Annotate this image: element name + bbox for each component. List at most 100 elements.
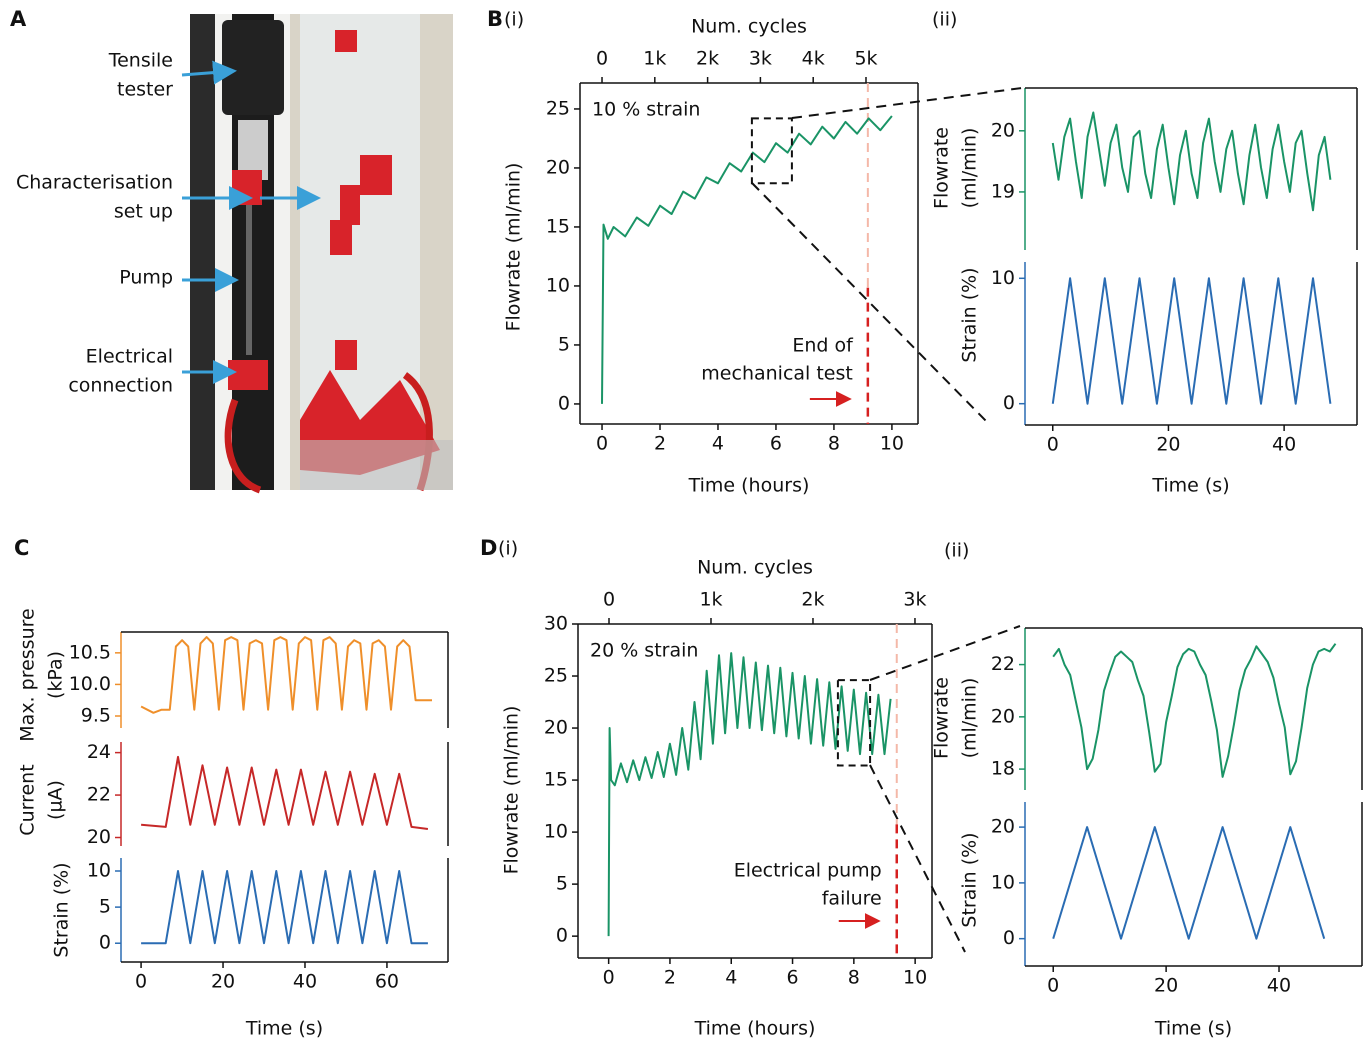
x2-tick-label: 1k [643, 48, 666, 70]
y-tick-label: 22 [87, 784, 111, 806]
x-axis-label: Time (s) [1151, 475, 1229, 497]
panel-label: B [487, 7, 503, 31]
x2-tick-label: 3k [749, 48, 772, 70]
y-tick-label: 15 [544, 769, 568, 791]
x-axis-label: Time (hours) [688, 475, 810, 497]
x-tick-label: 10 [880, 433, 904, 455]
annotation: 20 % strain [590, 640, 698, 662]
y-tick-label: 10 [87, 860, 111, 882]
x-tick-label: 8 [828, 433, 840, 455]
x-tick-label: 0 [135, 971, 147, 993]
x2-tick-label: 5k [854, 48, 877, 70]
x-tick-label: 0 [603, 967, 615, 989]
y-tick-label: 10 [991, 871, 1015, 893]
x-tick-label: 10 [903, 967, 927, 989]
panel-label: A [10, 7, 27, 31]
x2-tick-label: 1k [699, 589, 722, 611]
y-axis-label: Strain (%) [959, 832, 981, 927]
annotation: failure [822, 888, 882, 910]
x-tick-label: 40 [293, 971, 317, 993]
x-tick-label: 6 [786, 967, 798, 989]
y-tick-label: 0 [99, 932, 111, 954]
data-line [601, 115, 893, 404]
photo-label: set up [114, 201, 173, 223]
x-tick-label: 20 [1154, 975, 1178, 997]
data-line [140, 636, 432, 714]
y-axis-label: Flowrate [931, 677, 953, 759]
x2-tick-label: 4k [802, 48, 825, 70]
data-line [1052, 826, 1326, 940]
y-tick-label: 18 [991, 758, 1015, 780]
zoom-connector [751, 87, 1023, 953]
x-axis-label: Time (s) [1154, 1018, 1232, 1040]
y-axis-label: Flowrate (ml/min) [501, 706, 523, 875]
y-tick-label: 10.0 [69, 673, 111, 695]
x-tick-label: 8 [848, 967, 860, 989]
x-tick-label: 4 [712, 433, 724, 455]
y-tick-label: 5 [99, 896, 111, 918]
y-axis-label: (ml/min) [959, 678, 981, 759]
x-tick-label: 0 [1047, 434, 1059, 456]
data-line [141, 755, 429, 830]
panel-label: (ii) [944, 540, 969, 562]
panel-label: C [14, 536, 29, 560]
y-tick-label: 20 [991, 816, 1015, 838]
x2-tick-label: 0 [603, 589, 615, 611]
x-tick-label: 0 [1047, 975, 1059, 997]
y-tick-label: 10 [544, 821, 568, 843]
photo-label: tester [117, 79, 173, 101]
x2-axis-label: Num. cycles [697, 557, 813, 579]
y-axis-label: Current [17, 764, 39, 835]
highlight-box [836, 679, 872, 767]
y-tick-label: 19 [991, 180, 1015, 202]
y-tick-label: 25 [544, 665, 568, 687]
y-tick-label: 25 [546, 97, 570, 119]
photo-label: Tensile [108, 50, 173, 72]
data-line [607, 652, 892, 937]
x2-tick-label: 2k [801, 589, 824, 611]
x-tick-label: 2 [654, 433, 666, 455]
annotation: 10 % strain [592, 99, 700, 121]
y-axis-label: Flowrate [931, 127, 953, 209]
x-tick-label: 0 [596, 433, 608, 455]
y-tick-label: 0 [558, 392, 570, 414]
y-axis-label: (kPa) [45, 651, 67, 699]
x2-axis-label: Num. cycles [691, 16, 807, 38]
highlight-box [750, 117, 793, 185]
y-tick-label: 10.5 [69, 641, 111, 663]
y-tick-label: 20 [546, 156, 570, 178]
x2-tick-label: 0 [596, 48, 608, 70]
y-tick-label: 0 [1003, 927, 1015, 949]
y-tick-label: 20 [991, 119, 1015, 141]
y-axis-label: Flowrate (ml/min) [503, 163, 525, 332]
y-tick-label: 10 [991, 267, 1015, 289]
y-axis-label: Strain (%) [51, 862, 73, 957]
photo-label: Electrical [86, 346, 173, 368]
y-tick-label: 0 [1003, 392, 1015, 414]
y-tick-label: 30 [544, 613, 568, 635]
y-tick-label: 24 [87, 741, 111, 763]
panel-label: (ii) [932, 9, 957, 31]
x-tick-label: 4 [725, 967, 737, 989]
y-tick-label: 20 [991, 705, 1015, 727]
data-line [141, 870, 428, 945]
x-tick-label: 20 [1156, 434, 1180, 456]
panel-label: D [480, 536, 497, 560]
x-axis-label: Time (hours) [694, 1018, 816, 1040]
y-tick-label: 20 [87, 826, 111, 848]
y-axis-label: (µA) [45, 780, 67, 820]
y-tick-label: 22 [991, 653, 1015, 675]
data-line [1051, 277, 1332, 405]
annotation: mechanical test [701, 363, 853, 385]
y-tick-label: 0 [556, 925, 568, 947]
x-tick-label: 60 [375, 971, 399, 993]
x-tick-label: 2 [664, 967, 676, 989]
x2-tick-label: 2k [696, 48, 719, 70]
photo-label: Pump [119, 267, 173, 289]
panel-label: (i) [504, 9, 524, 31]
x2-tick-label: 3k [903, 589, 926, 611]
annotation: Electrical pump [734, 860, 882, 882]
data-line [1052, 643, 1337, 778]
y-axis-label: (ml/min) [959, 128, 981, 209]
